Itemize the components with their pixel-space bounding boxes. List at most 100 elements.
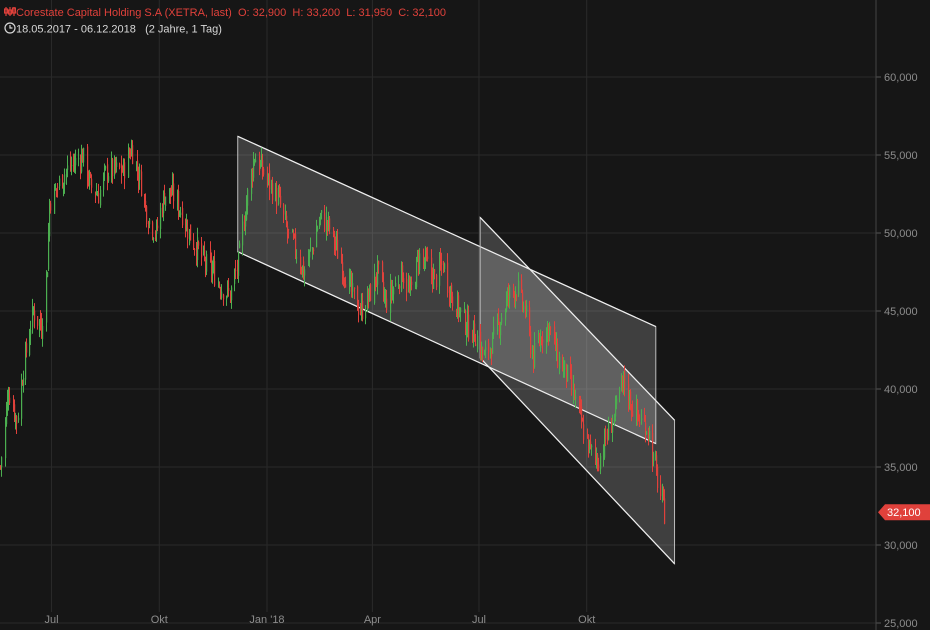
candle-body bbox=[361, 303, 363, 311]
candle-body bbox=[630, 391, 632, 410]
close-value: 32,100 bbox=[412, 6, 446, 19]
candle-body bbox=[597, 454, 599, 465]
candle-body bbox=[436, 275, 438, 288]
candle-body bbox=[465, 311, 467, 334]
candle-body bbox=[313, 249, 315, 252]
candle-body bbox=[25, 346, 27, 380]
candle-body bbox=[539, 339, 541, 345]
candle-body bbox=[5, 420, 7, 459]
y-tick-label: 60,000 bbox=[884, 72, 918, 84]
candle-body bbox=[246, 202, 248, 220]
candle-body bbox=[39, 320, 41, 327]
candle-body bbox=[513, 287, 515, 292]
candle-body bbox=[416, 258, 418, 288]
candle-body bbox=[122, 170, 124, 172]
candle-body bbox=[623, 372, 625, 386]
candle-body bbox=[447, 262, 449, 293]
candle-body bbox=[70, 161, 72, 168]
candle-body bbox=[275, 186, 277, 200]
candle-body bbox=[32, 307, 34, 327]
candle-body bbox=[206, 254, 208, 272]
candle-body bbox=[563, 365, 565, 374]
y-tick-label: 55,000 bbox=[884, 150, 918, 162]
candle-body bbox=[375, 276, 377, 284]
candle-body bbox=[507, 291, 509, 302]
candle-body bbox=[443, 263, 445, 272]
candle-body bbox=[441, 260, 443, 266]
candle-body bbox=[261, 156, 263, 167]
candle-body bbox=[358, 308, 360, 315]
candle-body bbox=[515, 292, 517, 300]
candle-body bbox=[497, 317, 499, 332]
x-tick-label: Okt bbox=[578, 614, 595, 626]
candle-body bbox=[253, 160, 255, 178]
candle-body bbox=[431, 257, 433, 275]
candle-body bbox=[611, 427, 613, 433]
candle-body bbox=[308, 259, 310, 265]
candle-body bbox=[333, 228, 335, 230]
candle-body bbox=[589, 439, 591, 451]
candle-body bbox=[304, 269, 306, 276]
candle-body bbox=[526, 305, 528, 311]
candle-body bbox=[128, 149, 130, 178]
candle-body bbox=[83, 147, 85, 163]
candle-body bbox=[383, 281, 385, 294]
candle-body bbox=[547, 326, 549, 334]
candle-body bbox=[530, 331, 532, 355]
candle-body bbox=[590, 441, 592, 446]
candle-body bbox=[80, 159, 82, 169]
candle-body bbox=[283, 204, 285, 215]
candle-body bbox=[657, 466, 659, 488]
candle-body bbox=[450, 288, 452, 302]
candle-body bbox=[221, 291, 223, 298]
candle-body bbox=[493, 326, 495, 335]
candle-body bbox=[123, 160, 125, 174]
candle-body bbox=[566, 364, 568, 380]
y-tick-label: 30,000 bbox=[884, 540, 918, 552]
candle-body bbox=[540, 336, 542, 348]
candle-body bbox=[564, 360, 566, 370]
candle-body bbox=[529, 307, 531, 331]
candle-body bbox=[587, 437, 589, 439]
candle-body bbox=[521, 279, 523, 290]
candle-body bbox=[554, 326, 556, 336]
candle-body bbox=[231, 287, 233, 301]
candle-body bbox=[81, 152, 83, 172]
candle-body bbox=[91, 178, 93, 188]
candle-body bbox=[646, 432, 648, 435]
candle-body bbox=[179, 211, 181, 213]
candle-body bbox=[423, 256, 425, 259]
candle-body bbox=[198, 241, 200, 246]
candle-body bbox=[541, 339, 543, 343]
period-label: (2 Jahre, 1 Tag) bbox=[145, 23, 222, 36]
candle-body bbox=[473, 320, 475, 339]
candle-body bbox=[399, 285, 401, 289]
candle-body bbox=[100, 189, 102, 206]
candle-body bbox=[350, 276, 352, 278]
candle-body bbox=[63, 182, 65, 190]
candle-body bbox=[402, 265, 404, 282]
candle-body bbox=[326, 217, 328, 231]
candle-body bbox=[595, 446, 597, 455]
candle-body bbox=[107, 164, 109, 180]
candle-body bbox=[56, 188, 58, 190]
candle-body bbox=[522, 292, 524, 307]
candle-body bbox=[636, 402, 638, 416]
candle-body bbox=[484, 352, 486, 356]
candle-body bbox=[211, 258, 213, 274]
candle-body bbox=[385, 297, 387, 300]
candle-body bbox=[160, 207, 162, 229]
candle-body bbox=[228, 287, 230, 291]
candle-body bbox=[374, 274, 376, 304]
candle-body bbox=[234, 272, 236, 285]
candle-body bbox=[480, 331, 482, 356]
candle-body bbox=[170, 187, 172, 196]
candle-body bbox=[548, 324, 550, 339]
candle-body bbox=[406, 279, 408, 293]
candle-body bbox=[203, 248, 205, 254]
candle-body bbox=[244, 224, 246, 230]
candle-body bbox=[272, 183, 274, 201]
candle-body bbox=[337, 239, 339, 259]
candle-body bbox=[312, 248, 314, 251]
